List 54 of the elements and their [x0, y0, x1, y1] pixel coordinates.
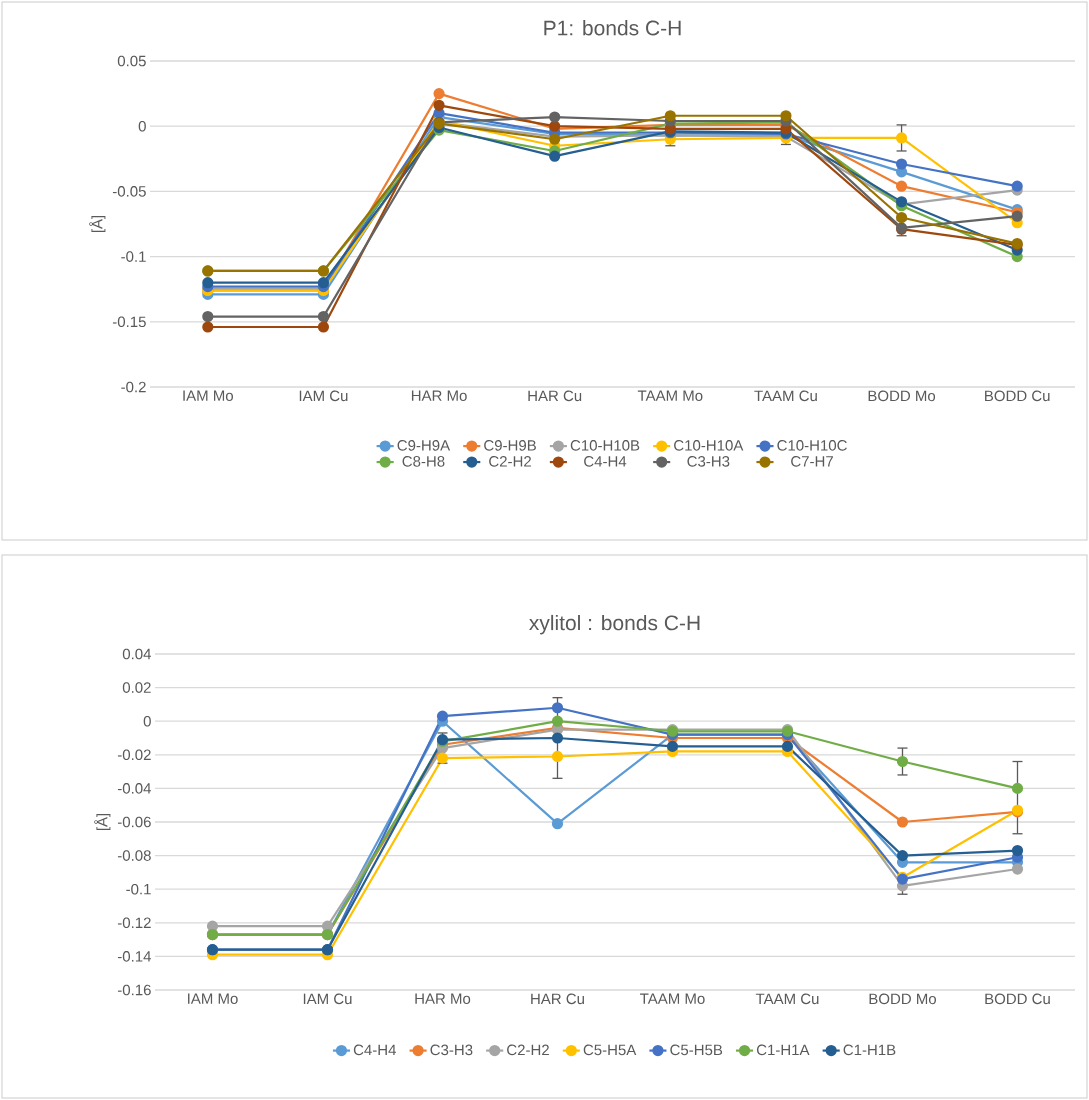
x-tick-label: BODD Mo	[869, 993, 937, 1005]
y-tick-label: -0.08	[117, 850, 151, 861]
y-tick-label: 0.02	[122, 682, 151, 693]
chart-title: P1: bonds C-H	[544, 20, 681, 36]
x-tick-label: HAR Cu	[531, 993, 584, 1005]
x-tick-label: IAM Mo	[188, 993, 238, 1004]
legend-label: C3-H3	[687, 456, 730, 467]
y-tick-label: 0.04	[122, 648, 152, 660]
legend-label: C9-H9A	[397, 440, 451, 451]
y-tick-label: -0.06	[117, 816, 151, 828]
x-tick-label: IAM Cu	[299, 390, 348, 402]
x-tick-label: TAAM Cu	[755, 993, 819, 1005]
x-tick-label: IAM Mo	[183, 390, 234, 401]
y-tick-label: 0.05	[117, 55, 146, 67]
legend-label: C3-H3	[430, 1044, 473, 1056]
y-tick-label: 0	[138, 120, 146, 132]
y-tick-label: -0.12	[117, 917, 151, 929]
chart-title: xylitol : bonds C-H	[529, 614, 700, 635]
legend-label: C1-H1B	[843, 1044, 896, 1056]
y-tick-label: -0.04	[117, 783, 152, 794]
legend-label: C7-H7	[791, 456, 833, 467]
legend-label: C10-H10C	[777, 440, 847, 451]
y-tick-label: -0.16	[117, 984, 151, 996]
x-tick-label: TAAM Mo	[640, 993, 705, 1004]
legend-label: C10-H10A	[674, 440, 744, 451]
legend-label: C10-H10B	[570, 440, 640, 451]
x-tick-label: TAAM Mo	[637, 390, 703, 401]
legend-label: C1-H1A	[756, 1044, 810, 1056]
legend-label: C4-H4	[353, 1044, 396, 1056]
x-tick-label: BODD Cu	[985, 390, 1050, 402]
x-tick-label: IAM Cu	[303, 993, 352, 1005]
y-tick-label: -0.2	[121, 381, 146, 393]
legend-label: C5-H5A	[583, 1044, 637, 1056]
legend-label: C4-H4	[584, 456, 627, 467]
y-tick-label: -0.15	[112, 316, 146, 328]
x-tick-label: BODD Mo	[868, 390, 936, 402]
x-tick-label: HAR Mo	[411, 390, 467, 401]
y-tick-label: -0.14	[117, 951, 152, 962]
legend-label: C5-H5B	[670, 1044, 723, 1056]
y-tick-label: -0.1	[126, 883, 151, 895]
legend-label: C2-H2	[489, 456, 531, 467]
x-tick-label: HAR Cu	[528, 390, 582, 402]
y-axis-title: [Å]	[94, 813, 111, 831]
x-tick-label: BODD Cu	[985, 993, 1050, 1005]
x-tick-label: TAAM Cu	[754, 390, 817, 402]
y-axis-title: [Å]	[89, 215, 106, 233]
y-tick-label: -0.1	[121, 251, 146, 262]
legend-label: C9-H9B	[484, 440, 536, 451]
y-tick-label: 0	[143, 715, 151, 727]
y-tick-label: -0.05	[112, 186, 146, 197]
legend-label: C2-H2	[507, 1044, 549, 1056]
x-tick-label: HAR Mo	[415, 993, 471, 1004]
y-tick-label: -0.02	[117, 749, 151, 761]
legend-label: C8-H8	[402, 456, 445, 467]
